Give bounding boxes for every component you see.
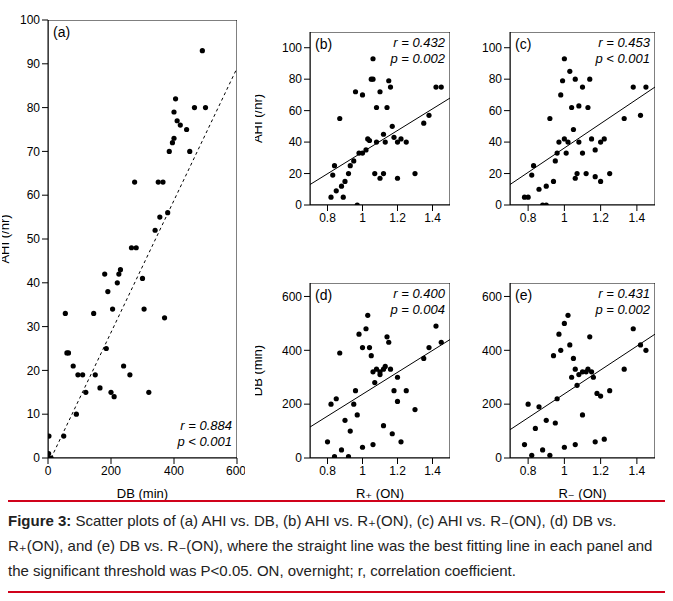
html-text:r = 0.884: r = 0.884 xyxy=(180,418,232,433)
svg-text:600: 600 xyxy=(226,464,245,478)
svg-text:DB (min): DB (min) xyxy=(255,345,265,396)
svg-text:0: 0 xyxy=(295,198,302,212)
svg-text:1.4: 1.4 xyxy=(629,464,646,478)
svg-text:0: 0 xyxy=(295,451,302,465)
svg-text:100: 100 xyxy=(20,13,40,27)
svg-text:200: 200 xyxy=(101,464,121,478)
svg-text:40: 40 xyxy=(289,135,303,149)
html-text:p < 0.001: p < 0.001 xyxy=(177,434,232,449)
svg-text:1.2: 1.2 xyxy=(592,464,609,478)
svg-text:0.8: 0.8 xyxy=(319,211,336,225)
svg-text:60: 60 xyxy=(289,104,303,118)
svg-text:1.2: 1.2 xyxy=(389,464,406,478)
svg-text:70: 70 xyxy=(27,145,41,159)
svg-text:80: 80 xyxy=(489,72,503,86)
svg-text:60: 60 xyxy=(27,188,41,202)
svg-text:1: 1 xyxy=(561,464,568,478)
svg-text:40: 40 xyxy=(489,135,503,149)
svg-text:0.8: 0.8 xyxy=(319,464,336,478)
html-text:p = 0.002: p = 0.002 xyxy=(390,51,445,66)
html-text:p < 0.001: p < 0.001 xyxy=(595,51,650,66)
html-text:(a): (a) xyxy=(53,24,71,40)
svg-text:1: 1 xyxy=(359,211,366,225)
svg-text:0: 0 xyxy=(495,198,502,212)
svg-text:20: 20 xyxy=(489,167,503,181)
html-text:Figure 3: Scatter plots of (a): Figure 3: Scatter plots of (a) AHI vs. D… xyxy=(8,512,653,579)
svg-text:20: 20 xyxy=(289,167,303,181)
html-text:(b): (b) xyxy=(315,36,333,52)
svg-text:1.2: 1.2 xyxy=(389,211,406,225)
svg-text:0.8: 0.8 xyxy=(520,464,537,478)
svg-text:30: 30 xyxy=(27,320,41,334)
html-text:p = 0.002: p = 0.002 xyxy=(595,302,650,317)
svg-text:1: 1 xyxy=(561,211,568,225)
svg-text:80: 80 xyxy=(27,101,41,115)
svg-text:0: 0 xyxy=(45,464,52,478)
svg-text:400: 400 xyxy=(282,344,302,358)
html-text:p = 0.004: p = 0.004 xyxy=(390,302,445,317)
svg-text:1.4: 1.4 xyxy=(424,464,441,478)
svg-text:400: 400 xyxy=(482,344,502,358)
svg-text:200: 200 xyxy=(482,397,502,411)
html-text:(c): (c) xyxy=(515,36,532,52)
svg-text:1: 1 xyxy=(359,464,366,478)
svg-text:400: 400 xyxy=(164,464,184,478)
svg-text:DB (min): DB (min) xyxy=(117,486,168,500)
html-text:(d): (d) xyxy=(315,287,333,303)
svg-text:R₊ (ON): R₊ (ON) xyxy=(356,486,404,500)
html-text:r = 0.400: r = 0.400 xyxy=(393,286,445,301)
svg-text:0: 0 xyxy=(33,451,40,465)
svg-text:0: 0 xyxy=(495,451,502,465)
html-text:r = 0.432: r = 0.432 xyxy=(393,35,445,50)
svg-text:20: 20 xyxy=(27,364,41,378)
html-text:r = 0.431: r = 0.431 xyxy=(598,286,650,301)
svg-text:1.2: 1.2 xyxy=(592,211,609,225)
svg-text:50: 50 xyxy=(27,232,41,246)
svg-text:R₋ (ON): R₋ (ON) xyxy=(558,486,606,500)
svg-text:0.8: 0.8 xyxy=(520,211,537,225)
svg-text:90: 90 xyxy=(27,57,41,71)
svg-text:600: 600 xyxy=(482,290,502,304)
svg-text:60: 60 xyxy=(489,104,503,118)
svg-text:80: 80 xyxy=(289,72,303,86)
svg-text:100: 100 xyxy=(482,41,502,55)
html-text:r = 0.453: r = 0.453 xyxy=(598,35,650,50)
svg-text:1.4: 1.4 xyxy=(424,211,441,225)
svg-text:200: 200 xyxy=(282,397,302,411)
svg-text:40: 40 xyxy=(27,276,41,290)
svg-text:AHI (/hr): AHI (/hr) xyxy=(8,214,12,263)
svg-text:100: 100 xyxy=(282,41,302,55)
svg-text:AHI (/hr): AHI (/hr) xyxy=(255,94,265,143)
html-text:(e): (e) xyxy=(515,287,533,303)
svg-text:10: 10 xyxy=(27,407,41,421)
svg-text:1.4: 1.4 xyxy=(629,211,646,225)
svg-text:600: 600 xyxy=(282,290,302,304)
